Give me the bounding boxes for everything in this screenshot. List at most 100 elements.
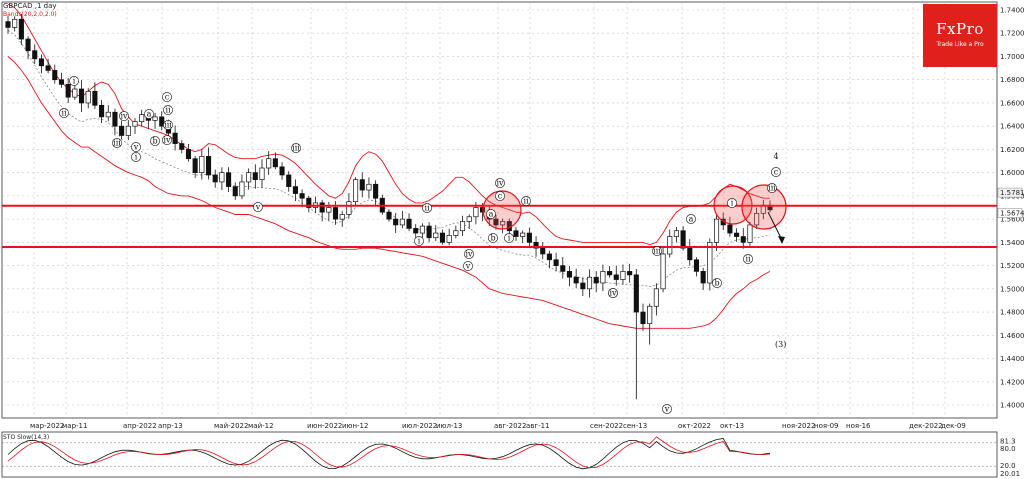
wave-marker	[495, 178, 505, 188]
candle-bear	[306, 197, 312, 208]
wave-label: v	[133, 143, 139, 152]
wave-label: a	[489, 210, 494, 219]
wave-marker	[150, 136, 160, 146]
wave-marker	[144, 109, 154, 119]
stochastic-tick: 81.3	[1000, 437, 1016, 445]
wave-label: iii	[113, 139, 121, 148]
target-label: (3)	[775, 340, 786, 349]
candle-bear	[546, 253, 552, 261]
y-tick-label: 1.7000	[1000, 53, 1024, 61]
candle-bull	[219, 172, 225, 183]
candle-bear	[112, 111, 118, 127]
candle-bull	[466, 216, 472, 222]
x-tick-label: ноя-09	[814, 422, 839, 430]
candle-bull	[125, 125, 131, 136]
candle-bear	[566, 271, 573, 278]
y-tick-label: 1.6400	[1000, 123, 1024, 131]
x-tick-label: июн-2022	[307, 422, 342, 430]
candle-bear	[179, 143, 185, 150]
candle-bear	[272, 158, 278, 168]
x-tick-label: окт-2022	[678, 422, 711, 430]
candle-bear	[740, 236, 746, 243]
candle-bear	[413, 228, 419, 234]
y-tick-label: 1.5600	[1000, 216, 1024, 224]
candle-bull	[500, 221, 506, 226]
candle-bear	[119, 125, 125, 136]
candle-bear	[627, 271, 633, 276]
candle-bull	[85, 90, 91, 104]
wave-label: i	[135, 153, 138, 162]
wave-label-4: 4	[773, 152, 778, 161]
candle-bear	[373, 183, 379, 199]
candle-bull	[259, 167, 265, 180]
candle-bear	[99, 104, 105, 118]
candle-bear	[439, 232, 446, 243]
x-tick-label: сен-2022	[590, 422, 623, 430]
wave-marker	[488, 233, 498, 243]
wave-marker	[253, 202, 263, 212]
y-tick-label: 1.7200	[1000, 30, 1024, 38]
candle-bull	[673, 230, 679, 237]
y-tick-label: 1.5000	[1000, 285, 1024, 293]
candle-bear	[640, 311, 646, 325]
wave-marker	[112, 138, 122, 148]
x-tick-label: апр-13	[158, 422, 183, 430]
candle-bear	[205, 156, 212, 176]
wave-marker	[59, 108, 69, 118]
candle-bull	[419, 225, 425, 234]
candle-bear	[633, 274, 639, 313]
candle-bear	[406, 218, 412, 229]
price-tag-box	[997, 208, 1023, 218]
candle-bull	[747, 224, 753, 243]
wave-marker	[163, 120, 173, 130]
wave-marker	[495, 191, 505, 201]
y-tick-label: 1.6000	[1000, 169, 1024, 177]
y-tick-label: 1.5400	[1000, 239, 1024, 247]
price-axis: 1.7400 1.7200 1.7000 1.6800 1.6600 1.6400 1.62…	[997, 7, 1024, 410]
candle-bear	[252, 172, 258, 180]
candle-bear	[226, 172, 232, 187]
logo-tagline: Trade Like a Pro	[936, 41, 984, 48]
candle-bull	[366, 183, 372, 191]
candle-bull	[473, 207, 479, 218]
candle-bear	[700, 271, 706, 284]
candle-bull	[653, 288, 659, 307]
candle-bear	[52, 70, 58, 81]
wave-label: ii	[424, 204, 430, 213]
wave-label: iii	[292, 144, 300, 153]
candle-bull	[139, 114, 145, 122]
candle-bear	[58, 79, 65, 85]
candle-bull	[453, 230, 459, 236]
wave-marker	[504, 233, 514, 243]
wave-label: v	[255, 203, 261, 212]
y-tick-label: 1.5200	[1000, 262, 1024, 270]
projection-arrowhead	[778, 236, 785, 244]
candle-bull	[266, 158, 272, 169]
price-tag-label: 1.5674	[1000, 210, 1024, 218]
candle-bear	[580, 282, 586, 290]
wave-marker	[162, 135, 172, 145]
candle-bull	[12, 18, 18, 28]
x-tick-label: май-12	[248, 422, 274, 430]
candle-bull	[713, 218, 720, 243]
candle-bull	[346, 201, 352, 215]
candle-bear	[18, 18, 24, 40]
wave-marker	[463, 261, 473, 271]
x-tick-label: июл-2022	[402, 422, 437, 430]
candle-bull	[199, 156, 205, 173]
y-tick-label: 1.4800	[1000, 309, 1024, 317]
candle-bear	[159, 116, 165, 127]
x-tick-label: ноя-2022	[782, 422, 815, 430]
indicator-label: Bands(20,2,0,2.0)	[3, 11, 57, 18]
x-tick-label: июн-12	[342, 422, 368, 430]
candle-bull	[239, 181, 245, 197]
candle-bear	[32, 50, 38, 60]
candle-bear	[533, 242, 539, 249]
wave-labels: iiiiiiivviabciiiiiivviiiiiiivviiiabcivii…	[59, 76, 786, 414]
logo-brand: FxPro	[936, 20, 984, 38]
stochastic-frame	[1, 431, 998, 478]
wave-marker	[767, 183, 777, 193]
candle-bear	[573, 276, 579, 284]
candle-bear	[25, 38, 31, 52]
